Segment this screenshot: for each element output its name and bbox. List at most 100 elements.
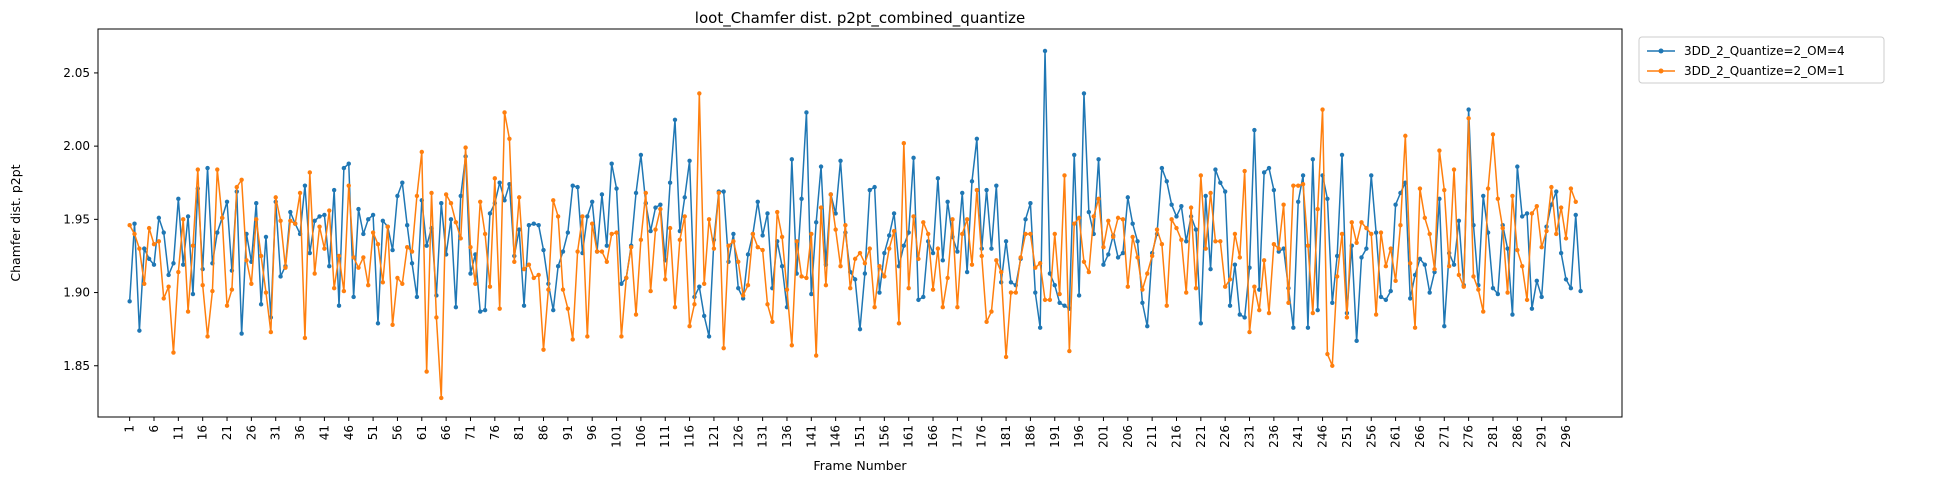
data-point: [322, 212, 327, 218]
data-point: [916, 297, 921, 303]
data-point: [789, 157, 795, 162]
data-point: [682, 214, 687, 219]
data-point: [1125, 284, 1131, 289]
data-point: [1515, 247, 1520, 253]
x-tick-label: 6: [147, 425, 161, 433]
x-tick-label: 46: [342, 425, 356, 440]
data-point: [1578, 288, 1583, 294]
data-point: [1023, 231, 1028, 237]
data-point: [887, 233, 892, 238]
data-point: [1388, 288, 1393, 294]
data-point: [1261, 170, 1267, 175]
data-point: [726, 243, 731, 248]
data-point: [984, 319, 989, 325]
x-tick-label: 221: [1194, 425, 1208, 448]
data-point: [1145, 324, 1150, 329]
x-tick-label: 166: [926, 425, 940, 448]
data-point: [1554, 189, 1559, 194]
x-tick-label: 156: [877, 425, 891, 448]
data-point: [604, 243, 610, 248]
data-point: [356, 206, 361, 212]
data-point: [848, 285, 853, 291]
x-tick-label: 31: [269, 425, 283, 440]
data-point: [599, 192, 605, 197]
data-point: [1481, 193, 1486, 199]
data-point: [1227, 303, 1233, 308]
data-point: [1524, 297, 1530, 303]
data-point: [361, 231, 366, 237]
data-point: [1529, 306, 1535, 311]
data-point: [375, 321, 381, 326]
data-point: [1558, 250, 1564, 256]
data-point: [804, 275, 809, 281]
data-point: [1378, 230, 1384, 235]
x-tick-label: 281: [1486, 425, 1500, 448]
data-point: [1115, 215, 1121, 221]
x-tick-label: 226: [1218, 425, 1232, 448]
data-point: [1174, 225, 1179, 231]
data-point: [239, 331, 244, 336]
data-point: [448, 201, 454, 206]
data-point: [1383, 263, 1389, 269]
x-tick-label: 286: [1510, 425, 1524, 448]
data-point: [663, 277, 668, 282]
x-tick-label: 36: [293, 425, 307, 440]
data-point: [960, 190, 965, 196]
data-point: [210, 288, 215, 294]
data-point: [132, 231, 137, 237]
data-point: [711, 246, 717, 251]
legend-label: 3DD_2_Quantize=2_OM=4: [1684, 44, 1845, 58]
data-point: [185, 214, 191, 219]
data-point: [979, 253, 984, 259]
data-point: [964, 217, 970, 222]
x-tick-label: 21: [220, 425, 234, 440]
data-point: [1184, 239, 1189, 244]
data-point: [1568, 186, 1574, 191]
data-point: [370, 212, 376, 218]
data-point: [200, 283, 205, 288]
data-point: [351, 255, 356, 260]
data-point: [624, 275, 629, 281]
data-point: [887, 246, 892, 251]
data-point: [867, 187, 872, 193]
x-tick-label: 151: [853, 425, 867, 448]
data-point: [1403, 133, 1408, 139]
x-tick-label: 146: [829, 425, 843, 448]
data-point: [468, 244, 473, 250]
data-point: [1120, 217, 1126, 222]
data-point: [633, 312, 639, 317]
data-point: [434, 315, 439, 320]
data-point: [1062, 173, 1067, 178]
data-point: [1334, 253, 1340, 259]
data-point: [409, 261, 415, 266]
data-point: [1276, 246, 1281, 251]
data-point: [1286, 300, 1291, 305]
data-point: [1125, 195, 1131, 200]
data-point: [1305, 325, 1311, 330]
x-tick-label: 111: [658, 425, 672, 448]
data-point: [590, 199, 595, 204]
data-point: [1135, 239, 1140, 244]
data-point: [867, 246, 872, 251]
x-tick-label: 181: [999, 425, 1013, 448]
data-point: [1227, 277, 1233, 282]
data-point: [1232, 231, 1238, 237]
data-point: [1495, 291, 1501, 297]
data-point: [219, 215, 225, 221]
data-point: [1062, 303, 1067, 308]
data-point: [857, 326, 863, 332]
data-point: [570, 337, 575, 342]
data-point: [930, 287, 936, 292]
data-point: [1568, 285, 1574, 291]
data-point: [784, 287, 790, 292]
data-point: [137, 246, 142, 251]
data-point: [945, 275, 950, 281]
data-point: [1115, 255, 1121, 260]
data-point: [1174, 214, 1179, 219]
data-point: [166, 284, 171, 289]
data-point: [351, 294, 356, 300]
data-point: [672, 304, 678, 310]
data-point: [395, 275, 400, 281]
data-point: [697, 91, 702, 96]
